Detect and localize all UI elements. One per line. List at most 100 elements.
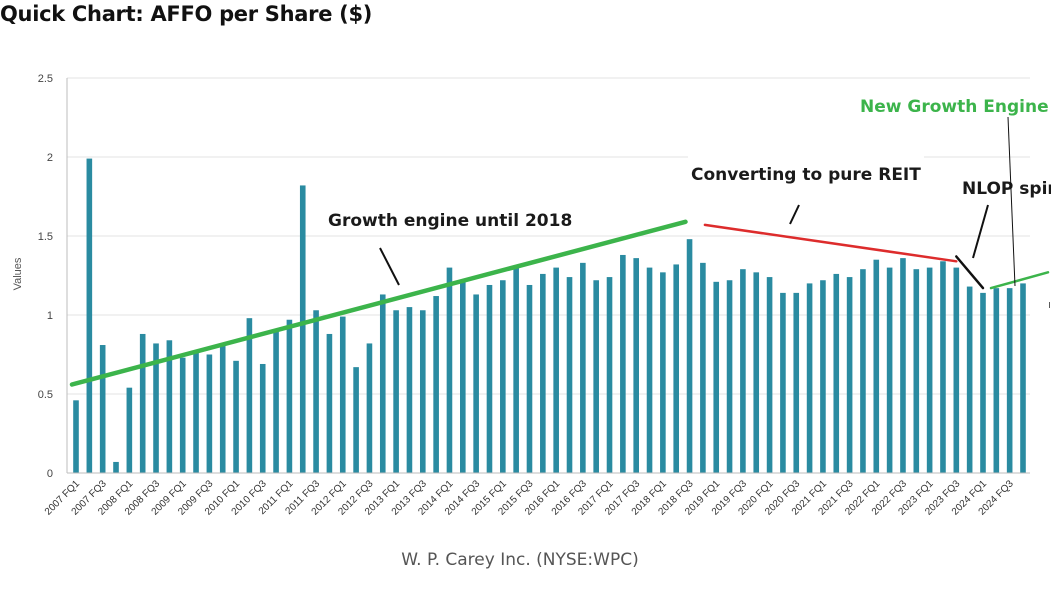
bar [700, 262, 706, 473]
bar [246, 318, 253, 473]
y-axis-label: Values [12, 257, 24, 290]
bar [219, 343, 226, 473]
trendline-spin [955, 255, 985, 290]
bar [73, 400, 79, 473]
trendline-new-growth [989, 271, 1050, 290]
bar [846, 277, 853, 473]
bar [206, 354, 213, 473]
bar [620, 254, 626, 473]
bar [153, 343, 159, 473]
bar [433, 296, 439, 473]
bar [273, 330, 279, 473]
bar [806, 283, 813, 473]
y-tick-label: 1 [47, 310, 53, 322]
bar [486, 284, 493, 473]
bar [980, 292, 986, 473]
bar [940, 261, 946, 473]
bar [179, 357, 186, 473]
bar [966, 286, 973, 473]
bar [460, 281, 466, 473]
y-tick-label: 2 [47, 152, 53, 164]
annotation-text: Converting to pure REIT [691, 165, 921, 185]
bar [1020, 283, 1026, 473]
bar [633, 258, 639, 473]
legend-marker-fragment: ı [1048, 299, 1051, 311]
bar [593, 280, 599, 473]
y-tick-label: 1.5 [38, 231, 53, 243]
bar [900, 258, 906, 473]
bar [673, 264, 680, 473]
trendline-growth [69, 219, 688, 387]
bar [139, 333, 146, 473]
bar [126, 387, 133, 473]
bar [446, 267, 453, 473]
annotation-text: Growth engine until 2018 [328, 211, 572, 231]
y-tick-label: 2.5 [38, 73, 53, 85]
bar [793, 292, 800, 473]
annotation-pointer [789, 204, 800, 225]
bar [299, 185, 306, 473]
chart-title: Quick Chart: AFFO per Share ($) [0, 2, 373, 26]
bar [646, 267, 653, 473]
bar [860, 269, 866, 473]
bar [526, 284, 533, 473]
bar [820, 280, 826, 473]
bar [873, 259, 880, 473]
bar [913, 269, 920, 473]
bar [513, 266, 519, 473]
annotation-text: New Growth Engine [860, 97, 1049, 117]
bar [419, 310, 426, 473]
annotation-pointer [379, 247, 400, 286]
bar [606, 277, 613, 473]
bar [926, 267, 933, 473]
bar [166, 340, 173, 473]
bar [833, 273, 840, 473]
bar [580, 262, 586, 473]
bar [393, 310, 399, 473]
bar [740, 269, 746, 473]
bar [766, 277, 773, 473]
bar [353, 367, 359, 473]
bar [686, 239, 693, 473]
trend-lines [69, 219, 1050, 387]
bar [233, 360, 239, 473]
annotation-backdrop [688, 156, 924, 192]
bar [193, 352, 199, 473]
bar [726, 280, 733, 473]
axes [66, 78, 1030, 474]
bar [1006, 288, 1013, 473]
bar [326, 333, 333, 473]
bar [660, 272, 666, 473]
bar [993, 288, 1000, 473]
bar [886, 267, 893, 473]
bar [259, 363, 266, 473]
x-axis-label: W. P. Carey Inc. (NYSE:WPC) [401, 550, 638, 570]
annotations: Growth engine until 2018 Converting to pu… [328, 90, 1051, 287]
bar [553, 267, 559, 473]
bar [753, 272, 760, 473]
bar [113, 461, 119, 473]
y-tick-labels: 0 0.5 1 1.5 2 2.5 [38, 73, 53, 480]
trendline-reit [703, 223, 958, 263]
bar [86, 158, 93, 473]
bar [780, 292, 786, 473]
bar [540, 273, 546, 473]
bar [99, 345, 106, 473]
bar [313, 310, 319, 473]
annotation-text: NLOP spin [962, 179, 1051, 199]
bar [953, 267, 960, 473]
bar [339, 316, 346, 473]
annotation-pointer [1007, 116, 1016, 287]
annotation-backdrop [855, 90, 1051, 120]
bar [366, 343, 373, 473]
y-tick-label: 0.5 [38, 389, 53, 401]
grid-lines [67, 77, 1030, 395]
y-tick-label: 0 [47, 468, 53, 480]
bar [406, 307, 413, 473]
bar [566, 277, 573, 473]
annotation-pointer [972, 204, 989, 259]
bar [500, 280, 506, 473]
bar-series [73, 158, 1026, 473]
